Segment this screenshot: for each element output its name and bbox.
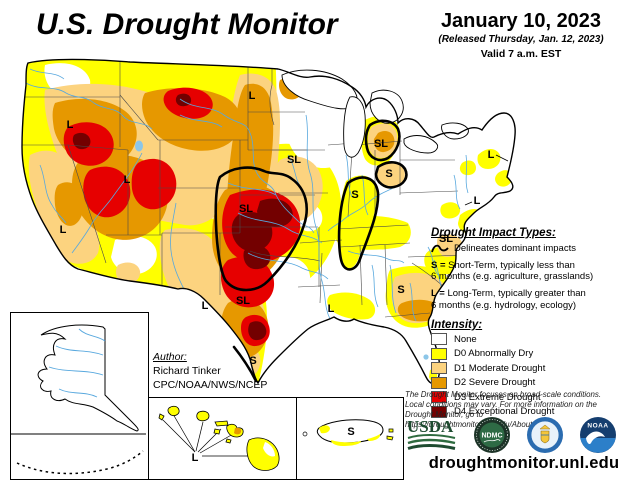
legend-row-d4: D4 Exceptional Drought: [431, 405, 621, 418]
page-title: U.S. Drought Monitor: [36, 8, 338, 41]
legend-row-d0: D0 Abnormally Dry: [431, 347, 621, 360]
author-org: CPC/NOAA/NWS/NCEP: [153, 379, 268, 392]
impact-label: SL: [236, 295, 250, 307]
author-name: Richard Tinker: [153, 365, 221, 378]
great-lakes: [281, 69, 469, 158]
long-term-prefix: L =: [431, 288, 445, 300]
logo-row: USDA NDMC NOAA: [406, 415, 617, 455]
alaska-rivers: [48, 328, 106, 398]
d4-regions: [72, 93, 293, 341]
legend-row-none: None: [431, 333, 621, 346]
short-term-line1: Short-Term, typically less than: [448, 260, 575, 271]
legend: Drought Impact Types: Delineates dominan…: [431, 227, 621, 418]
impact-label: L: [124, 174, 131, 186]
site-url[interactable]: droughtmonitor.unl.edu: [428, 454, 620, 472]
noaa-logo: NOAA: [580, 417, 616, 453]
hawaii-inset: L: [148, 397, 297, 480]
impact-label: L: [202, 300, 209, 312]
big-island-none-patch: [263, 442, 275, 457]
impact-label: L: [60, 224, 67, 236]
intensity-title: Intensity:: [431, 318, 483, 331]
label-pointer-lines: [464, 154, 509, 206]
us-outline: [21, 58, 516, 385]
doc-logo: [527, 417, 563, 453]
swatch-none: [431, 333, 447, 346]
noaa-logo-text: NOAA: [587, 423, 608, 430]
impact-delineation: [214, 119, 408, 383]
valid-time: Valid 7 a.m. EST: [480, 48, 562, 60]
small-lakes: [135, 140, 429, 360]
legend-label: None: [454, 333, 477, 345]
rivers: [25, 68, 469, 322]
swatch-d4: [431, 405, 447, 418]
swatch-d0: [431, 347, 447, 360]
date-block: January 10, 2023 (Released Thursday, Jan…: [424, 10, 618, 60]
ndmc-logo-text: NDMC: [482, 433, 503, 440]
impact-label: L: [328, 303, 335, 315]
impact-labels: L L SL SL L L S S SL L L SL S L SL S L: [60, 90, 495, 367]
impact-label: S: [249, 355, 256, 367]
alaska-outline: [37, 324, 139, 432]
legend-row-d1: D1 Moderate Drought: [431, 362, 621, 375]
mona-island: [302, 431, 308, 437]
usda-logo: USDA: [407, 417, 456, 450]
legend-label: D0 Abnormally Dry: [454, 348, 534, 360]
short-term-definition: S = Short-Term, typically less than 6 mo…: [431, 260, 621, 282]
legend-label: D1 Moderate Drought: [454, 362, 546, 374]
short-term-prefix: S =: [431, 260, 446, 271]
ndmc-logo: NDMC: [474, 417, 510, 453]
puerto-rico-impact-label: S: [347, 426, 354, 438]
legend-label: D2 Severe Drought: [454, 377, 536, 389]
delineates-text: Delineates dominant impacts: [454, 243, 576, 254]
legend-label: D4 Exceptional Drought: [454, 406, 555, 418]
impact-label: L: [67, 119, 74, 131]
puerto-rico-inset: S: [296, 397, 404, 480]
long-term-definition: L = Long-Term, typically greater than 6 …: [431, 288, 621, 310]
author-heading: Author:: [153, 351, 187, 363]
legend-row-d3: D3 Extreme Drought: [431, 391, 621, 404]
legend-label: D3 Extreme Drought: [454, 391, 541, 403]
swatch-d1: [431, 362, 447, 375]
disclaimer-line1: The Drought Monitor focuses on broad-sca…: [405, 390, 602, 399]
squiggle-icon: [431, 244, 449, 253]
hawaii-impact-label: L: [192, 452, 199, 464]
puerto-rico-small-islands: [386, 428, 394, 441]
impact-label: S: [397, 284, 404, 296]
impact-label: L: [474, 195, 481, 207]
impact-label: SL: [239, 203, 253, 215]
author-block: Author: Richard Tinker CPC/NOAA/NWS/NCEP: [153, 350, 267, 393]
impact-label: L: [249, 90, 256, 102]
impact-types-title: Drought Impact Types:: [431, 227, 556, 239]
legend-row-d2: D2 Severe Drought: [431, 376, 621, 389]
disclaimer-line2: Local conditions may vary. For more info…: [405, 399, 597, 409]
short-term-line2: 6 months (e.g. agriculture, grasslands): [431, 271, 594, 283]
long-term-line2: 6 months (e.g. hydrology, ecology): [431, 299, 577, 311]
aleutian-islands: [16, 450, 144, 475]
conus-map: L L SL SL L L S S SL L L SL S L SL S L: [21, 58, 516, 385]
impact-label: SL: [374, 138, 388, 150]
alaska-inset: [10, 312, 149, 480]
delineates-row: Delineates dominant impacts: [431, 243, 621, 254]
hawaii-islands: [158, 405, 280, 471]
impact-label: L: [488, 149, 495, 161]
puerto-rico-d0-patches: [319, 425, 381, 446]
impact-label: S: [351, 189, 358, 201]
map-date: January 10, 2023: [440, 10, 602, 32]
long-term-line1: Long-Term, typically greater than: [447, 288, 586, 300]
release-date: (Released Thursday, Jan. 12, 2023): [438, 34, 604, 45]
impact-label: SL: [287, 154, 301, 166]
swatch-d3: [431, 391, 447, 404]
impact-label: SL: [439, 233, 453, 245]
impact-label: S: [385, 168, 392, 180]
usda-logo-text: USDA: [407, 417, 454, 436]
maui-d2-patch: [234, 427, 242, 435]
swatch-d2: [431, 376, 447, 389]
